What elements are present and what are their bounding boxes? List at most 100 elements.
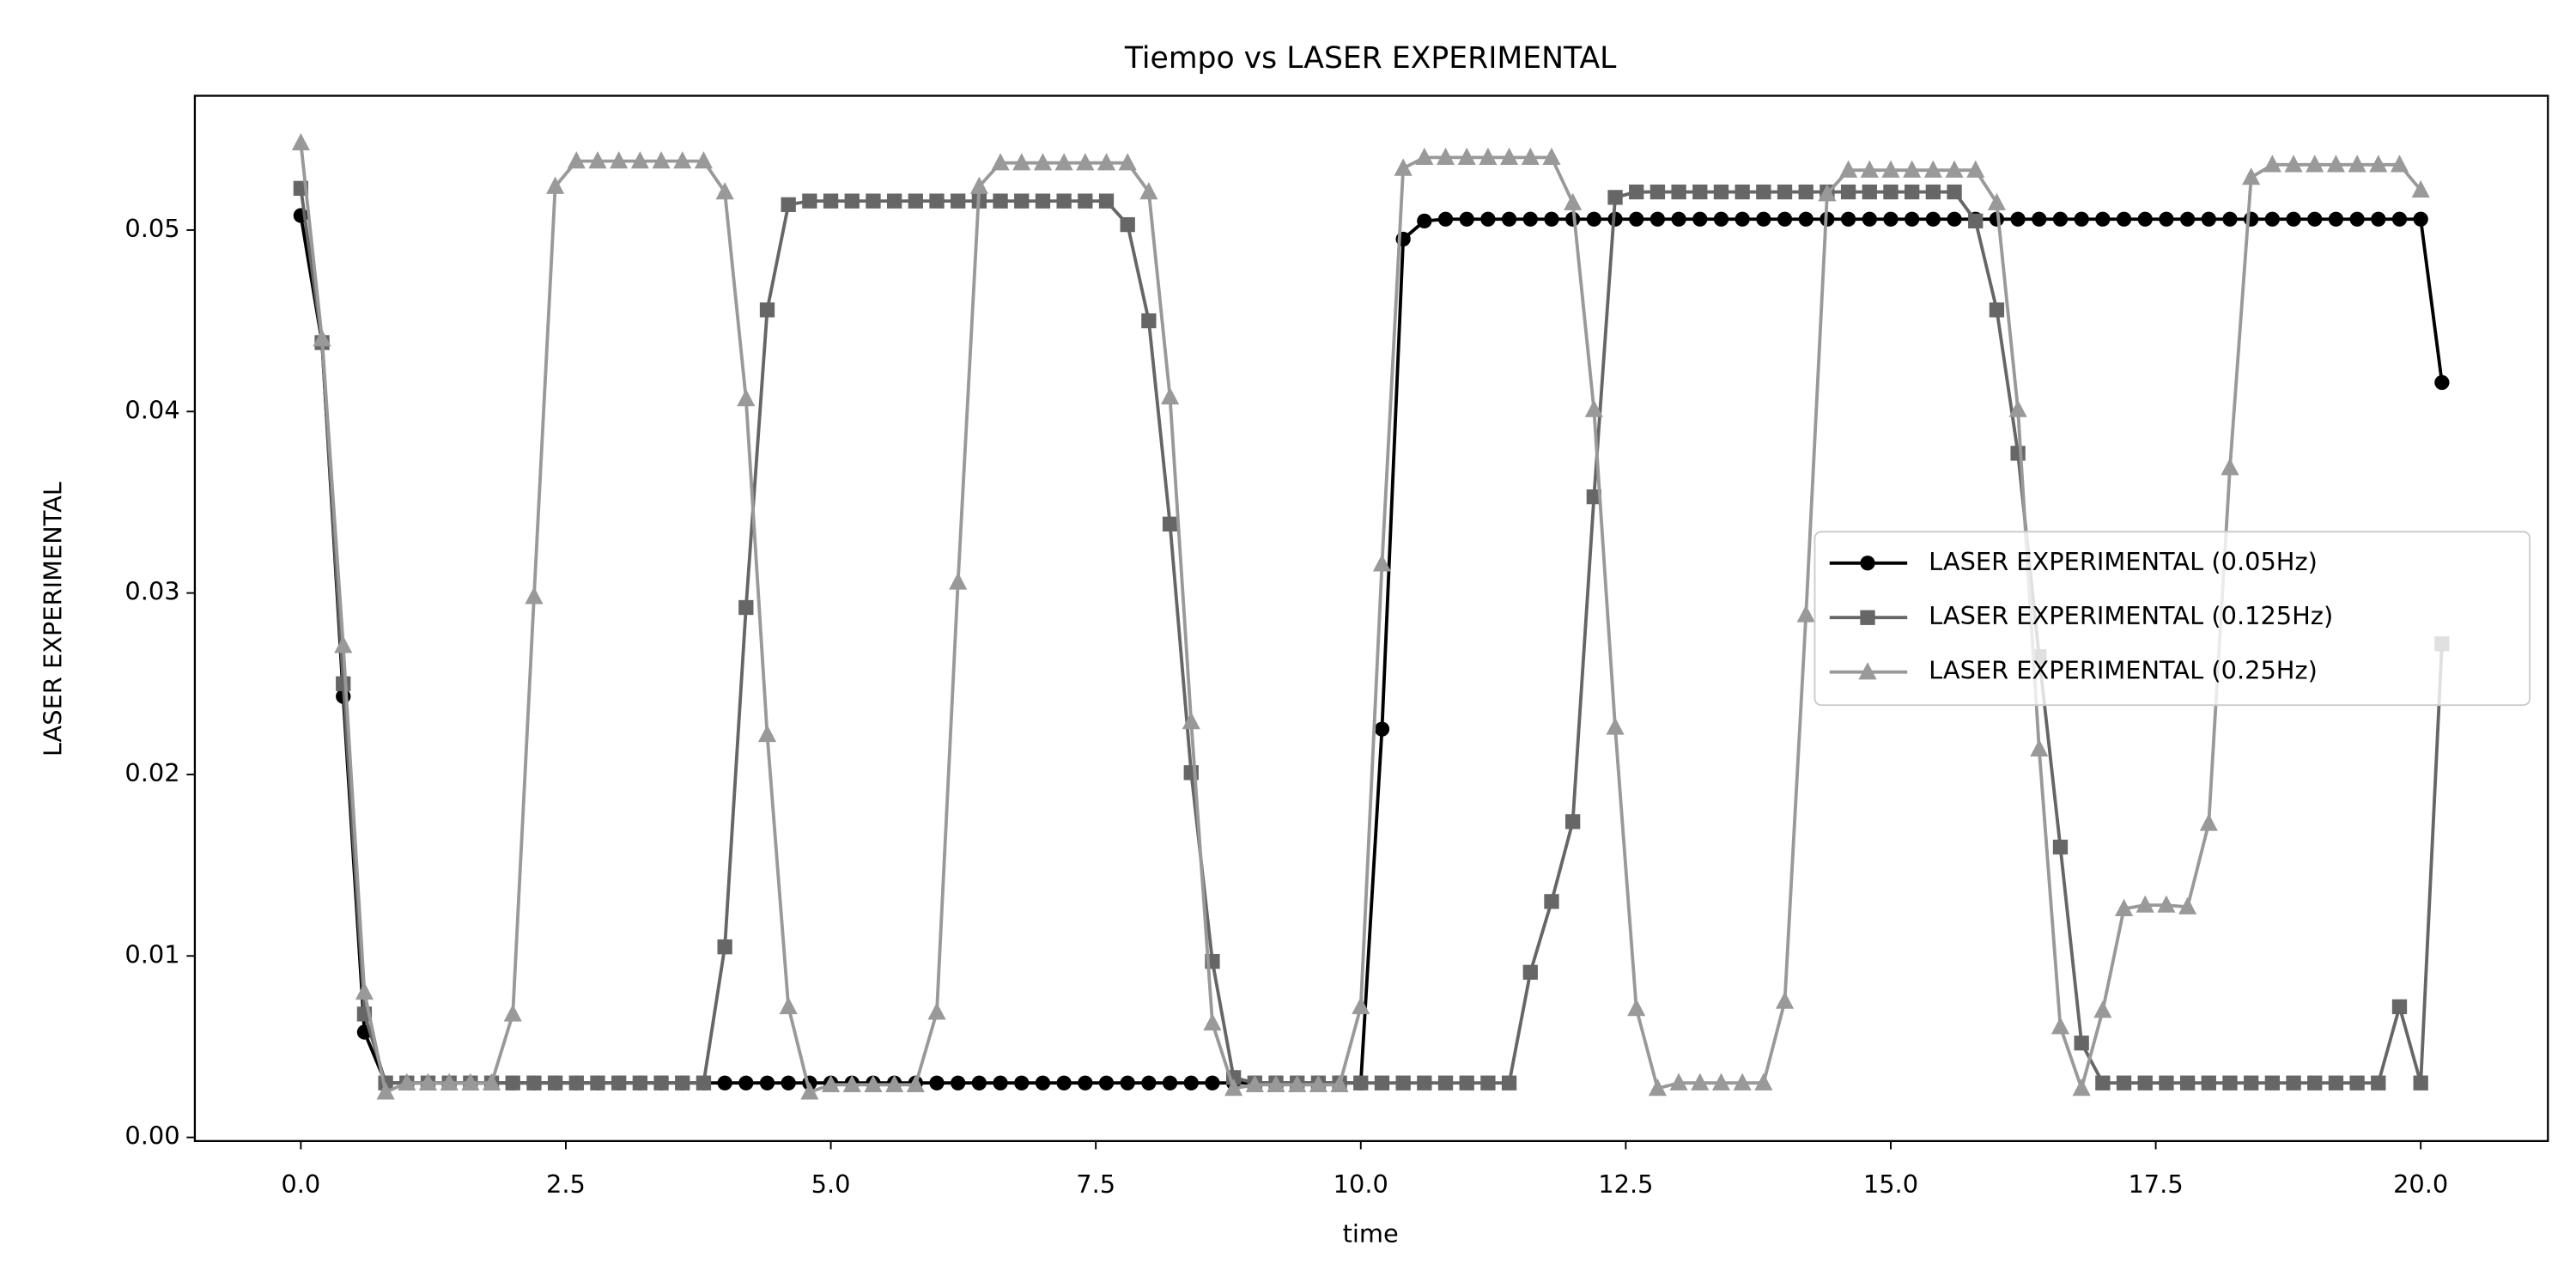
marker	[823, 193, 839, 209]
marker	[1141, 313, 1157, 329]
marker	[993, 193, 1008, 209]
marker	[842, 1074, 861, 1092]
marker	[2052, 839, 2069, 855]
marker	[588, 151, 607, 169]
marker	[696, 1075, 712, 1091]
marker	[1606, 717, 1625, 735]
marker	[738, 1075, 754, 1091]
marker	[1692, 211, 1708, 227]
marker	[1288, 1074, 1307, 1092]
marker	[2284, 155, 2303, 173]
marker	[1648, 1078, 1667, 1097]
marker	[2201, 1075, 2216, 1091]
marker	[2221, 458, 2239, 476]
marker	[908, 193, 923, 209]
marker	[1501, 1075, 1517, 1091]
marker	[1078, 193, 1093, 209]
marker	[781, 1075, 796, 1091]
marker	[1564, 192, 1583, 210]
marker	[1352, 996, 1370, 1015]
marker	[1183, 1075, 1199, 1091]
marker	[2264, 211, 2281, 227]
marker	[1798, 184, 1814, 200]
marker	[800, 1082, 819, 1100]
marker	[1713, 184, 1729, 200]
y-tick-label: 0.02	[125, 758, 179, 787]
marker	[1733, 1072, 1752, 1091]
marker	[759, 302, 775, 318]
marker	[1777, 184, 1793, 200]
marker	[951, 1075, 966, 1091]
marker	[969, 176, 988, 194]
marker	[779, 996, 798, 1015]
marker	[757, 724, 777, 743]
marker	[1649, 184, 1666, 200]
marker	[802, 193, 817, 209]
marker	[675, 1075, 690, 1091]
marker	[1860, 556, 1875, 571]
marker	[759, 1075, 775, 1091]
marker	[1521, 147, 1540, 166]
marker	[291, 132, 310, 151]
marker	[2286, 1075, 2301, 1091]
marker	[2178, 896, 2197, 914]
marker	[547, 1075, 563, 1091]
marker	[1564, 814, 1581, 829]
marker	[336, 676, 351, 691]
marker	[1097, 153, 1116, 171]
marker	[1437, 211, 1454, 227]
marker	[1860, 160, 1879, 178]
marker	[1987, 192, 2006, 210]
marker	[355, 982, 374, 1000]
marker	[1522, 211, 1538, 227]
marker	[1966, 160, 1985, 178]
marker	[2244, 1075, 2259, 1091]
marker	[525, 586, 544, 605]
marker	[737, 388, 756, 407]
marker	[2306, 155, 2324, 173]
marker	[2095, 211, 2111, 227]
marker	[2179, 211, 2196, 227]
x-tick-label: 5.0	[811, 1170, 851, 1199]
marker	[1584, 399, 1603, 417]
marker	[1544, 211, 1559, 227]
marker	[2032, 211, 2047, 227]
marker	[1417, 1075, 1432, 1091]
marker	[1754, 1072, 1773, 1091]
marker	[1309, 1074, 1327, 1092]
marker	[864, 1074, 883, 1092]
marker	[2074, 1036, 2089, 1051]
marker	[1012, 153, 1031, 171]
marker	[334, 635, 353, 653]
marker	[2307, 1075, 2323, 1091]
marker	[1245, 1074, 1264, 1092]
marker	[1035, 1075, 1051, 1091]
marker	[1076, 153, 1095, 171]
legend-box	[1814, 531, 2531, 707]
marker	[2371, 211, 2386, 227]
marker	[1098, 193, 1115, 209]
marker	[2349, 211, 2365, 227]
marker	[2074, 211, 2089, 227]
marker	[2201, 211, 2216, 227]
marker	[1735, 211, 1750, 227]
marker	[1139, 182, 1158, 200]
marker	[1353, 1075, 1369, 1091]
marker	[717, 1075, 732, 1091]
marker	[1542, 147, 1561, 166]
marker	[2030, 738, 2049, 757]
marker	[1947, 211, 1962, 227]
x-tick-label: 20.0	[2393, 1170, 2448, 1199]
marker	[1735, 184, 1750, 200]
marker	[1014, 193, 1030, 209]
marker	[652, 151, 671, 169]
marker	[2222, 211, 2238, 227]
marker	[1711, 1072, 1731, 1091]
marker	[630, 151, 649, 169]
legend-label: LASER EXPERIMENTAL (0.25Hz)	[1929, 656, 2318, 685]
marker	[1629, 184, 1644, 200]
legend-label: LASER EXPERIMENTAL (0.125Hz)	[1929, 601, 2333, 630]
marker	[2326, 155, 2346, 173]
x-tick-label: 12.5	[1598, 1170, 1653, 1199]
